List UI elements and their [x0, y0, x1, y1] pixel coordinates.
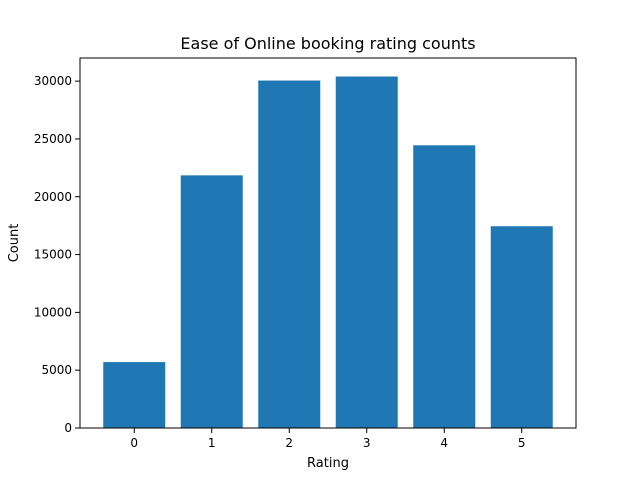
x-tick-label: 1	[208, 436, 216, 450]
bar-rating-3	[335, 76, 398, 428]
plot-frame	[79, 57, 577, 429]
y-axis-ticks: 0 5000 10000 15000 20000 25000 30000	[34, 74, 80, 435]
bar-rating-1	[180, 175, 243, 428]
y-tick-label: 30000	[34, 74, 72, 88]
x-tick-label: 5	[518, 436, 526, 450]
y-axis-label: Count	[7, 224, 22, 263]
y-tick-label: 25000	[34, 132, 72, 146]
bar-rating-4	[413, 145, 476, 429]
bar-rating-0	[103, 362, 166, 428]
bar-rating-5	[490, 226, 553, 428]
y-tick-label: 20000	[34, 190, 72, 204]
x-tick-label: 2	[285, 436, 293, 450]
bars-group	[103, 76, 553, 429]
bar-rating-2	[258, 80, 321, 429]
y-tick-label: 5000	[41, 363, 72, 377]
x-tick-label: 0	[130, 436, 138, 450]
y-tick-label: 0	[64, 421, 72, 435]
y-tick-label: 10000	[34, 305, 72, 319]
x-axis-ticks: 0 1 2 3 4 5	[130, 428, 526, 450]
x-tick-label: 3	[363, 436, 371, 450]
x-tick-label: 4	[440, 436, 448, 450]
y-tick-label: 15000	[34, 248, 72, 262]
chart-title: Ease of Online booking rating counts	[180, 34, 475, 53]
x-axis-label: Rating	[307, 456, 349, 471]
